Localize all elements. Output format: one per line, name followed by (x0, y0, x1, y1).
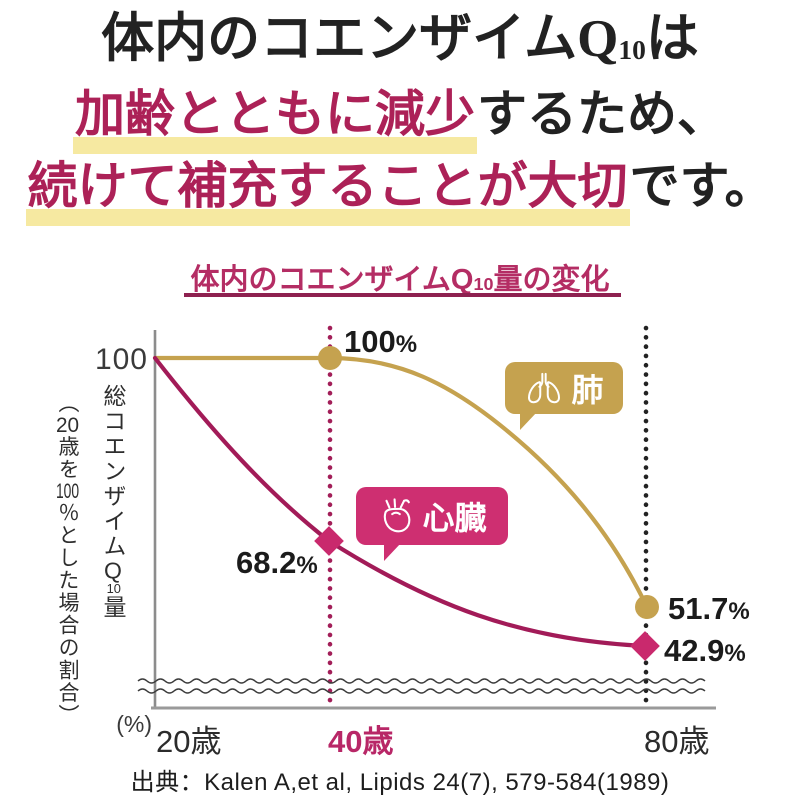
lung-marker-age40 (318, 346, 342, 370)
lung-marker-age80 (635, 595, 659, 619)
y-axis-label-amount: 量 (100, 595, 126, 620)
legend-heart-label: 心臓 (422, 500, 487, 536)
label-lung-age40-value: 100 (344, 324, 396, 359)
lung-series-line (152, 355, 650, 610)
chart-title-q: Q (450, 264, 474, 296)
label-heart-age80-unit: % (724, 640, 746, 667)
label-heart-age40: 68.2% (236, 545, 318, 581)
chart-title-pre: 体内のコエンザイム (190, 264, 451, 296)
x-tick-20: 20歳 (156, 724, 222, 759)
label-lung-age80: 51.7% (668, 591, 750, 627)
label-heart-age80-value: 42.9 (664, 633, 725, 668)
heart-marker-age80 (630, 631, 660, 661)
y-axis-label-saiwo: 歳を (56, 435, 79, 481)
headline-line1-q: Q (577, 10, 619, 68)
label-heart-age80: 42.9% (664, 633, 746, 669)
paren-open: （ (56, 392, 79, 415)
lung-bubble-tail (520, 412, 537, 430)
headline-line1-pre: 体内のコエンザイム (101, 10, 578, 68)
headline-line2-rest: するため、 (477, 86, 727, 142)
heart-bubble-tail (384, 543, 401, 561)
label-lung-age80-unit: % (728, 598, 750, 625)
label-lung-age40-unit: % (395, 331, 418, 358)
y-axis-label: 総コエンザイムQ10量 （20歳を100％とした場合の割合） (52, 384, 130, 764)
headline-line2-highlight: 加齢とともに減少 (73, 86, 477, 154)
label-heart-age40-value: 68.2 (236, 545, 297, 580)
y-axis-label-20: 20 (55, 414, 80, 436)
y-axis-tick-100: 100 (94, 343, 148, 376)
x-tick-80: 80歳 (644, 724, 710, 759)
legend-lung-label: 肺 (571, 372, 604, 408)
chart-title-post: 量の変化 (493, 264, 610, 296)
legend-bubble-lung: 肺 (505, 362, 623, 430)
headline-line1-sub10: 10 (618, 34, 646, 66)
y-axis-label-main: 総コエンザイムQ10量 (96, 384, 130, 764)
headline-line2: 加齢とともに減少するため、 (0, 86, 800, 154)
label-heart-age40-unit: % (296, 552, 318, 579)
headline-line1: 体内のコエンザイムQ10は (0, 10, 800, 69)
heart-icon (384, 498, 411, 533)
y-axis-unit: (%) (116, 711, 152, 737)
headline-line1-post: は (645, 10, 699, 68)
y-axis-label-ratio: ％とした場合の割合 (56, 501, 79, 705)
headline-line3: 続けて補充することが大切です。 (0, 158, 800, 226)
x-tick-40: 40歳 (328, 724, 394, 759)
headline-line3-rest: です。 (629, 158, 775, 214)
axis-break-wave-top (137, 678, 706, 684)
lungs-icon (528, 372, 561, 404)
chart-title-underline (184, 293, 621, 297)
y-axis-label-main-text: 総コエンザイム (100, 384, 126, 559)
y-axis-label-q: Q (104, 559, 122, 582)
axis-break-wave-bottom (137, 688, 706, 694)
chart-title: 体内のコエンザイムQ10量の変化 (0, 256, 800, 298)
y-axis-label-paren: （20歳を100％とした場合の割合） (52, 384, 82, 764)
y-axis-label-sub10: 10 (106, 582, 121, 595)
label-lung-age80-value: 51.7 (668, 591, 729, 626)
headline-line3-highlight: 続けて補充することが大切 (25, 158, 630, 226)
source-citation: 出典：Kalen A,et al, Lipids 24(7), 579-584(… (130, 769, 670, 796)
y-axis-label-100: 100 (55, 480, 80, 502)
label-lung-age40: 100% (344, 324, 417, 360)
chart-title-sub10: 10 (473, 273, 494, 294)
legend-bubble-heart: 心臓 (356, 487, 508, 561)
paren-close: ） (56, 704, 79, 727)
